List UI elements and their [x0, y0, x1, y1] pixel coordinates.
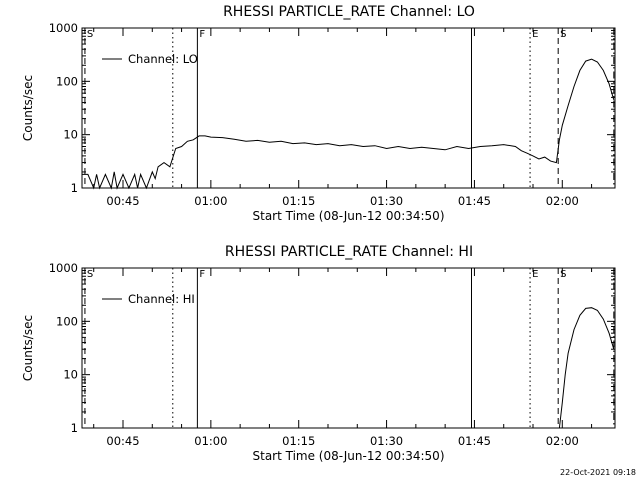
panel-lo: RHESSI PARTICLE_RATE Channel: LO 00:45 01… [21, 4, 616, 223]
event-marker-label: S [87, 269, 93, 280]
x-tick-label: 01:45 [458, 434, 491, 448]
x-axis-label: Start Time (08-Jun-12 00:34:50) [253, 449, 445, 463]
legend-label: Channel: LO [128, 52, 198, 66]
x-tick-label: 02:00 [546, 194, 579, 208]
event-marker-label: E [532, 269, 538, 280]
x-tick-label: 01:00 [194, 434, 227, 448]
x-tick-label: 01:15 [282, 194, 315, 208]
panel-hi: RHESSI PARTICLE_RATE Channel: HI 00:45 01… [21, 244, 616, 463]
y-tick-label: 100 [56, 74, 78, 88]
y-tick-label: 1000 [49, 261, 78, 275]
x-tick-label: 01:15 [282, 434, 315, 448]
y-tick-label: 1 [71, 421, 78, 435]
y-axis-label: Counts/sec [21, 75, 35, 141]
legend-label: Channel: HI [128, 292, 195, 306]
x-tick-label: 00:45 [106, 194, 139, 208]
series-line [82, 58, 615, 190]
footer-timestamp: 22-Oct-2021 09:18 [560, 468, 636, 477]
event-marker-label: E [532, 29, 538, 40]
x-tick-label: 01:45 [458, 194, 491, 208]
event-marker-label: F [199, 29, 205, 40]
event-marker-label: S [560, 269, 566, 280]
x-tick-label: 01:30 [370, 434, 403, 448]
event-marker-label: S [560, 29, 566, 40]
event-marker-label: F [199, 269, 205, 280]
axes-frame [81, 27, 616, 189]
x-tick-label: 01:30 [370, 194, 403, 208]
y-tick-label: 10 [63, 368, 78, 382]
event-marker-label: S [87, 29, 93, 40]
y-axis-label: Counts/sec [21, 315, 35, 381]
x-tick-label: 02:00 [546, 434, 579, 448]
y-tick-label: 10 [63, 128, 78, 142]
y-tick-label: 1 [71, 181, 78, 195]
y-tick-label: 100 [56, 314, 78, 328]
x-axis-label: Start Time (08-Jun-12 00:34:50) [253, 209, 445, 223]
x-tick-label: 00:45 [106, 434, 139, 448]
chart-title: RHESSI PARTICLE_RATE Channel: HI [225, 244, 473, 260]
axes-frame [81, 267, 616, 429]
series-line [558, 307, 615, 429]
y-tick-label: 1000 [49, 21, 78, 35]
chart-title: RHESSI PARTICLE_RATE Channel: LO [223, 4, 475, 20]
x-tick-label: 01:00 [194, 194, 227, 208]
